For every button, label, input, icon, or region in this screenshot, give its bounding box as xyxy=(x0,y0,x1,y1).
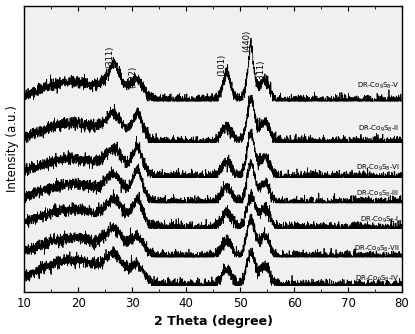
Text: DR-Co$_9$S$_8$-V: DR-Co$_9$S$_8$-V xyxy=(357,81,399,92)
Text: DR-Co$_9$S$_8$-III: DR-Co$_9$S$_8$-III xyxy=(356,189,399,199)
Text: (311): (311) xyxy=(256,60,265,82)
Text: DR-Co$_9$S$_8$-VII: DR-Co$_9$S$_8$-VII xyxy=(354,244,399,255)
Text: DR-Co$_9$S$_8$-I: DR-Co$_9$S$_8$-I xyxy=(360,215,399,225)
Text: DR-Co$_9$S$_8$-VI: DR-Co$_9$S$_8$-VI xyxy=(356,162,399,173)
Text: DR-Co$_9$S$_8$-II: DR-Co$_9$S$_8$-II xyxy=(358,124,399,135)
X-axis label: 2 Theta (degree): 2 Theta (degree) xyxy=(154,315,273,328)
Text: (311): (311) xyxy=(105,45,114,68)
Text: (222): (222) xyxy=(129,66,137,88)
Text: DR-Co$_9$S$_8$-IV: DR-Co$_9$S$_8$-IV xyxy=(355,274,399,284)
Text: (101): (101) xyxy=(217,54,227,76)
Text: (440): (440) xyxy=(242,30,251,52)
Y-axis label: Intensity (a.u.): Intensity (a.u.) xyxy=(5,105,19,192)
